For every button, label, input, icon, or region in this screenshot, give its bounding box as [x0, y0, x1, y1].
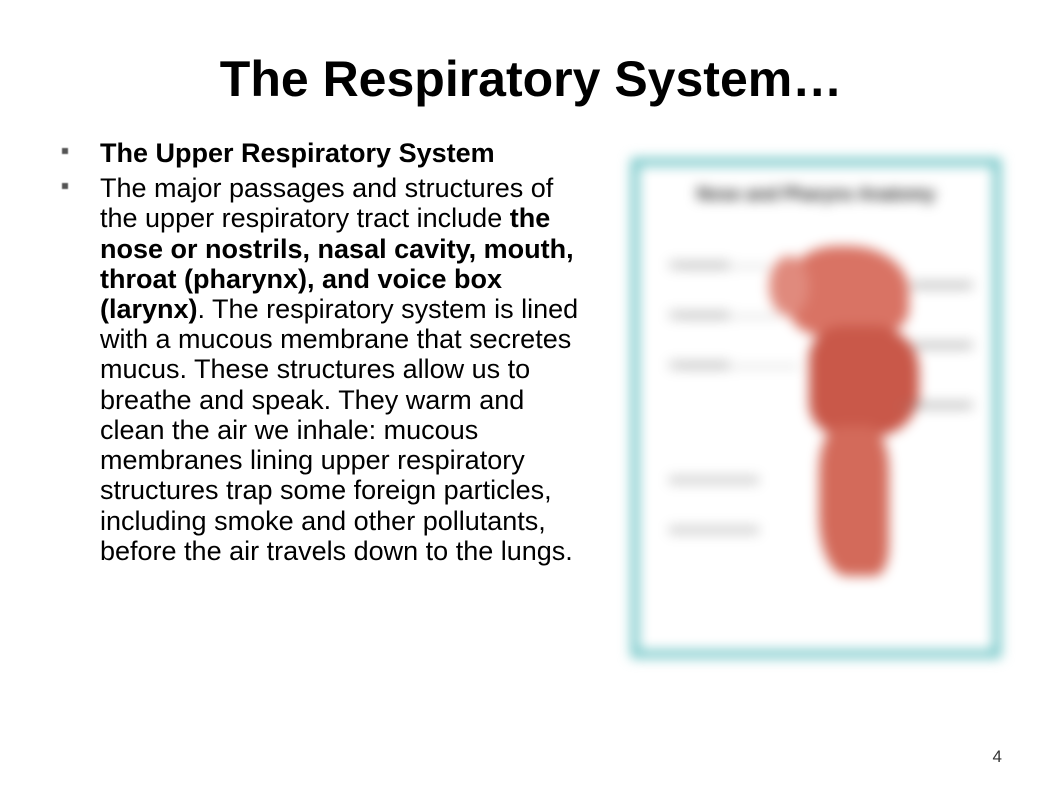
content-row: The Upper Respiratory System The major p… [40, 138, 1022, 658]
label-text [913, 281, 973, 289]
anatomy-shape [769, 256, 809, 316]
label-text [669, 526, 759, 534]
anatomy-shape [819, 426, 889, 576]
label-text [913, 401, 973, 409]
slide-title: The Respiratory System… [40, 50, 1022, 108]
body-prefix: The major passages and structures of the… [100, 173, 553, 233]
anatomy-shape [809, 326, 919, 436]
subtitle-text: The Upper Respiratory System [100, 138, 590, 169]
image-column: Nose and Pharynx Anatomy [610, 138, 1022, 658]
page-number: 4 [993, 747, 1002, 767]
diagram-title: Nose and Pharynx Anatomy [657, 184, 975, 205]
label-text [669, 361, 729, 369]
anatomy-diagram: Nose and Pharynx Anatomy [631, 158, 1001, 658]
bullet-body: The major passages and structures of the… [80, 173, 590, 566]
label-text [669, 261, 729, 269]
body-suffix: . The respiratory system is lined with a… [100, 294, 578, 566]
label-text [913, 341, 973, 349]
body-paragraph: The major passages and structures of the… [100, 173, 590, 566]
text-column: The Upper Respiratory System The major p… [40, 138, 590, 658]
bullet-subtitle: The Upper Respiratory System [80, 138, 590, 169]
label-text [669, 311, 729, 319]
slide: The Respiratory System… The Upper Respir… [0, 0, 1062, 797]
label-text [669, 476, 759, 484]
